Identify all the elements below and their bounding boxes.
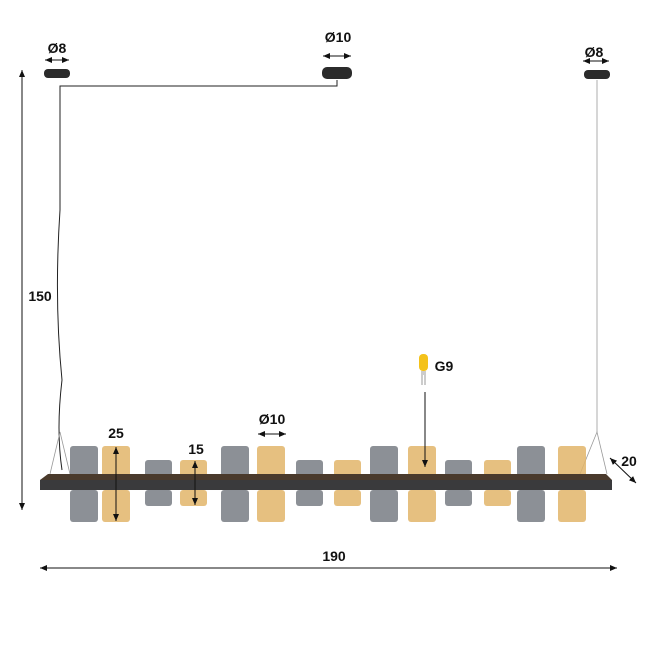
glass-shade-tall-smoke-upper — [370, 446, 398, 480]
glass-shade-tall-smoke-lower — [370, 490, 398, 522]
glass-shade-short-smoke-lower — [296, 490, 323, 506]
glass-shade-tall-smoke-lower — [517, 490, 545, 522]
label-bulb: G9 — [434, 358, 454, 374]
glass-shade-tall-smoke-upper — [221, 446, 249, 480]
frame-bar — [40, 480, 612, 490]
glass-shade-short-smoke-lower — [145, 490, 172, 506]
glass-shade-tall-amber-lower — [257, 490, 285, 522]
glass-shade-tall-amber-lower — [408, 490, 436, 522]
arrow-depth — [609, 457, 637, 484]
g9-bulb-icon — [419, 354, 428, 385]
glass-shade-short-amber-lower — [334, 490, 361, 506]
glass-shade-tall-amber-lower — [558, 490, 586, 522]
label-width: 190 — [322, 548, 346, 564]
glass-shade-short-smoke-lower — [445, 490, 472, 506]
canopy-right — [584, 70, 610, 79]
label-depth: 20 — [621, 453, 637, 469]
canopy-left — [44, 69, 70, 78]
label-canopy-center: Ø10 — [324, 29, 352, 45]
wire-v-left — [49, 431, 71, 475]
label-shade-diameter: Ø10 — [258, 411, 286, 427]
glass-shade-short-amber-lower — [484, 490, 511, 506]
frame-top — [40, 474, 612, 480]
label-canopy-left: Ø8 — [47, 40, 67, 56]
glass-shade-tall-smoke-lower — [70, 490, 98, 522]
label-height: 150 — [28, 288, 52, 304]
label-short-shade: 15 — [188, 441, 204, 457]
glass-shade-tall-smoke-upper — [70, 446, 98, 480]
label-tall-shade: 25 — [108, 425, 124, 441]
glass-shade-tall-smoke-upper — [517, 446, 545, 480]
power-cable — [56, 80, 338, 471]
label-canopy-right: Ø8 — [584, 44, 604, 60]
canopy-center — [322, 67, 352, 79]
glass-shade-tall-amber-upper — [257, 446, 285, 480]
glass-shade-tall-smoke-lower — [221, 490, 249, 522]
glass-shade-short-amber-lower — [180, 490, 207, 506]
glass-shade-tall-amber-upper — [558, 446, 586, 480]
